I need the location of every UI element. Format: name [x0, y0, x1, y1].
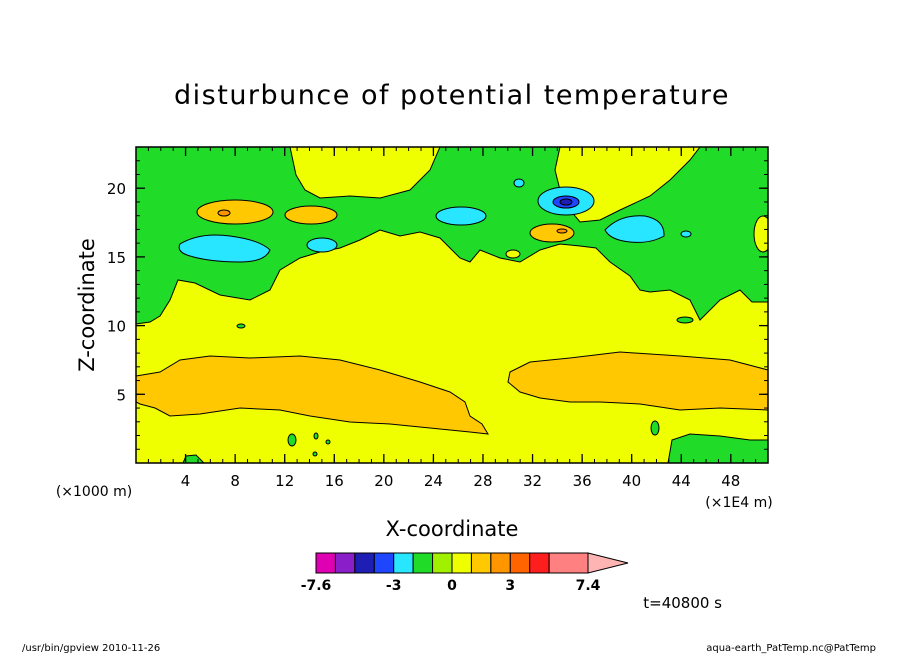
green-speck — [325, 439, 331, 445]
green-region-lower-right — [667, 433, 768, 463]
green-speck — [287, 433, 297, 447]
colorbar-swatch — [432, 552, 453, 574]
x-tick-label: 4 — [181, 472, 191, 490]
colorbar-tick-label: 7.4 — [576, 578, 601, 594]
colorbar-swatch — [393, 552, 414, 574]
colorbar-extend-arrow — [587, 552, 629, 574]
colorbar-swatch — [315, 552, 336, 574]
x-tick-label: 12 — [275, 472, 294, 490]
y-tick-label: 10 — [107, 318, 126, 336]
green-speck — [312, 451, 318, 457]
colorbar-tick-label: 0 — [447, 578, 457, 594]
x-tick-label: 44 — [672, 472, 691, 490]
x-axis: 4 8 12 16 20 24 28 32 36 40 44 48 — [135, 147, 769, 490]
cyan-patch — [680, 230, 692, 238]
x-tick-label: 16 — [325, 472, 344, 490]
contour-field — [136, 147, 768, 463]
colorbar-swatch — [548, 552, 589, 574]
colorbar-swatch — [334, 552, 356, 574]
orange-core — [556, 228, 568, 234]
cyan-patch — [604, 215, 665, 243]
colorbar-swatch — [490, 552, 511, 574]
green-speck — [236, 323, 246, 329]
orange-band-east — [507, 351, 768, 411]
orange-patch — [529, 223, 575, 243]
colorbar-swatch — [509, 552, 531, 574]
colorbar-swatch — [451, 552, 472, 574]
x-axis-label: X-coordinate — [386, 517, 519, 541]
colorbar-tick-label: -3 — [386, 578, 402, 594]
x-tick-label: 36 — [573, 472, 592, 490]
plot-frame — [135, 146, 769, 464]
cyan-patch — [178, 234, 271, 263]
x-tick-label: 8 — [230, 472, 240, 490]
colorbar-swatch — [529, 552, 550, 574]
orange-core — [217, 209, 231, 217]
footer-left: /usr/bin/gpview 2010-11-26 — [22, 643, 160, 654]
dark-blue-patch — [559, 198, 573, 206]
y-axis-unit: (×1000 m) — [56, 484, 132, 500]
y-tick-label: 5 — [116, 386, 126, 404]
yellow-upper-tongue — [289, 147, 441, 199]
x-axis-unit: (×1E4 m) — [705, 495, 772, 511]
footer-right: aqua-earth_PatTemp.nc@PatTemp — [706, 643, 876, 654]
y-tick-label: 15 — [107, 249, 126, 267]
green-speck — [676, 316, 694, 324]
yellow-patch — [753, 215, 768, 253]
colorbar-swatch — [470, 552, 492, 574]
orange-patch — [196, 199, 274, 225]
x-tick-label: 24 — [424, 472, 443, 490]
x-tick-label: 20 — [374, 472, 393, 490]
x-tick-label: 48 — [721, 472, 740, 490]
colorbar-tick-label: 3 — [505, 578, 515, 594]
y-tick-label: 20 — [107, 180, 126, 198]
colorbar: -7.6 -3 0 3 7.4 — [301, 552, 629, 594]
colorbar-swatch — [373, 552, 395, 574]
green-speck — [313, 432, 319, 440]
green-speck — [650, 420, 660, 436]
chart-title: disturbunce of potential temperature — [174, 80, 730, 111]
cyan-patch — [435, 206, 487, 226]
x-tick-label: 40 — [622, 472, 641, 490]
cyan-patch — [513, 178, 525, 188]
yellow-patch — [505, 249, 521, 259]
orange-patch — [284, 205, 338, 225]
colorbar-tick-label: -7.6 — [301, 578, 332, 594]
y-axis: 5 10 15 20 — [107, 146, 768, 464]
x-tick-label: 28 — [473, 472, 492, 490]
cyan-patch — [306, 237, 338, 253]
colorbar-swatch — [354, 552, 375, 574]
x-tick-label: 32 — [523, 472, 542, 490]
colorbar-swatch — [412, 552, 434, 574]
y-axis-label: Z-coordinate — [75, 238, 99, 372]
time-annotation: t=40800 s — [643, 594, 722, 612]
orange-band-west — [136, 355, 489, 435]
